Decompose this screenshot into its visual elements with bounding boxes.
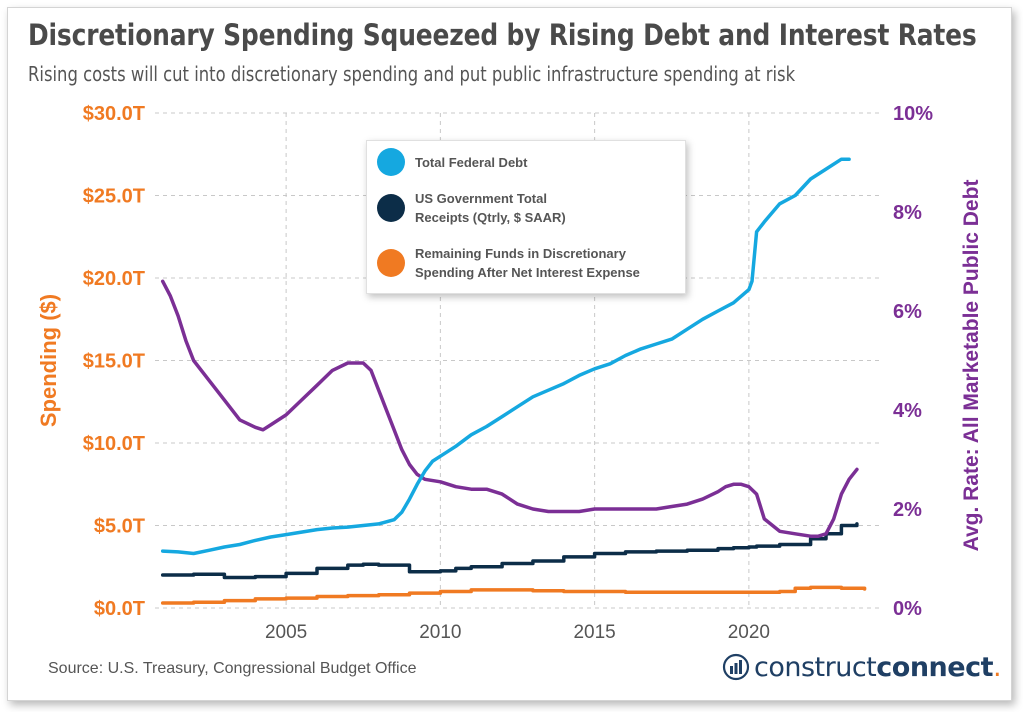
series-line-debt — [160, 157, 851, 556]
legend-swatch-receipts — [377, 194, 405, 222]
legend-swatch-discretionary — [377, 249, 405, 277]
series-line-discretionary — [160, 585, 867, 605]
legend-item-debt: Total Federal Debt — [377, 148, 680, 176]
x-tick-label: 2005 — [265, 622, 307, 643]
axis-ticks: $0.0T $5.0T $10.0T $15.0T $20.0T $25.0T $30.0T… — [83, 103, 934, 643]
brand-wordmark: constructconnect. — [754, 651, 1002, 683]
legend-label-receipts: US Government Total Receipts (Qtrly, $ S… — [415, 191, 566, 225]
chart-title: Discretionary Spending Squeezed by Risin… — [28, 18, 977, 52]
y-right-tick-label: 0% — [893, 598, 922, 620]
chart-legend: Total Federal Debt US Government Total R… — [366, 140, 686, 294]
y-left-tick-label: $20.0T — [83, 268, 145, 290]
y-right-tick-label: 2% — [893, 499, 922, 521]
brand-wordmark-bold: connect — [876, 651, 994, 683]
y-left-tick-label: $30.0T — [83, 103, 145, 125]
brand-wordmark-light: construct — [754, 651, 877, 683]
brand-logo: constructconnect. — [722, 650, 1002, 684]
y-right-tick-label: 10% — [893, 103, 933, 125]
y-left-tick-label: $25.0T — [83, 186, 145, 208]
brand-wordmark-dot: . — [993, 651, 1002, 683]
y-left-tick-label: $5.0T — [94, 516, 145, 538]
y-axis-left-label: Spending ($) — [36, 294, 61, 427]
y-axis-right-label: Avg. Rate: All Marketable Public Debt — [960, 180, 983, 552]
x-tick-label: 2015 — [573, 622, 615, 643]
chart-subtitle: Rising costs will cut into discretionary… — [28, 62, 796, 86]
y-left-tick-label: $0.0T — [94, 598, 145, 620]
source-note: Source: U.S. Treasury, Congressional Bud… — [48, 660, 417, 677]
y-right-tick-label: 6% — [893, 301, 922, 323]
legend-item-receipts: US Government Total Receipts (Qtrly, $ S… — [377, 189, 595, 227]
legend-label-debt: Total Federal Debt — [415, 154, 528, 170]
y-left-tick-label: $15.0T — [83, 351, 145, 373]
y-right-tick-label: 4% — [893, 400, 922, 422]
legend-item-discretionary: Remaining Funds in Discretionary Spendin… — [377, 244, 680, 282]
y-left-tick-label: $10.0T — [83, 433, 145, 455]
series-lines — [160, 157, 867, 605]
chart-frame — [7, 7, 1012, 701]
y-right-tick-label: 8% — [893, 202, 922, 224]
series-line-rate — [160, 279, 859, 538]
brand-chart-icon — [722, 653, 750, 681]
x-tick-label: 2010 — [419, 622, 461, 643]
x-tick-label: 2020 — [728, 622, 770, 643]
series-line-receipts — [160, 522, 859, 580]
legend-swatch-debt — [377, 148, 405, 176]
legend-label-discretionary: Remaining Funds in Discretionary Spendin… — [415, 246, 640, 280]
